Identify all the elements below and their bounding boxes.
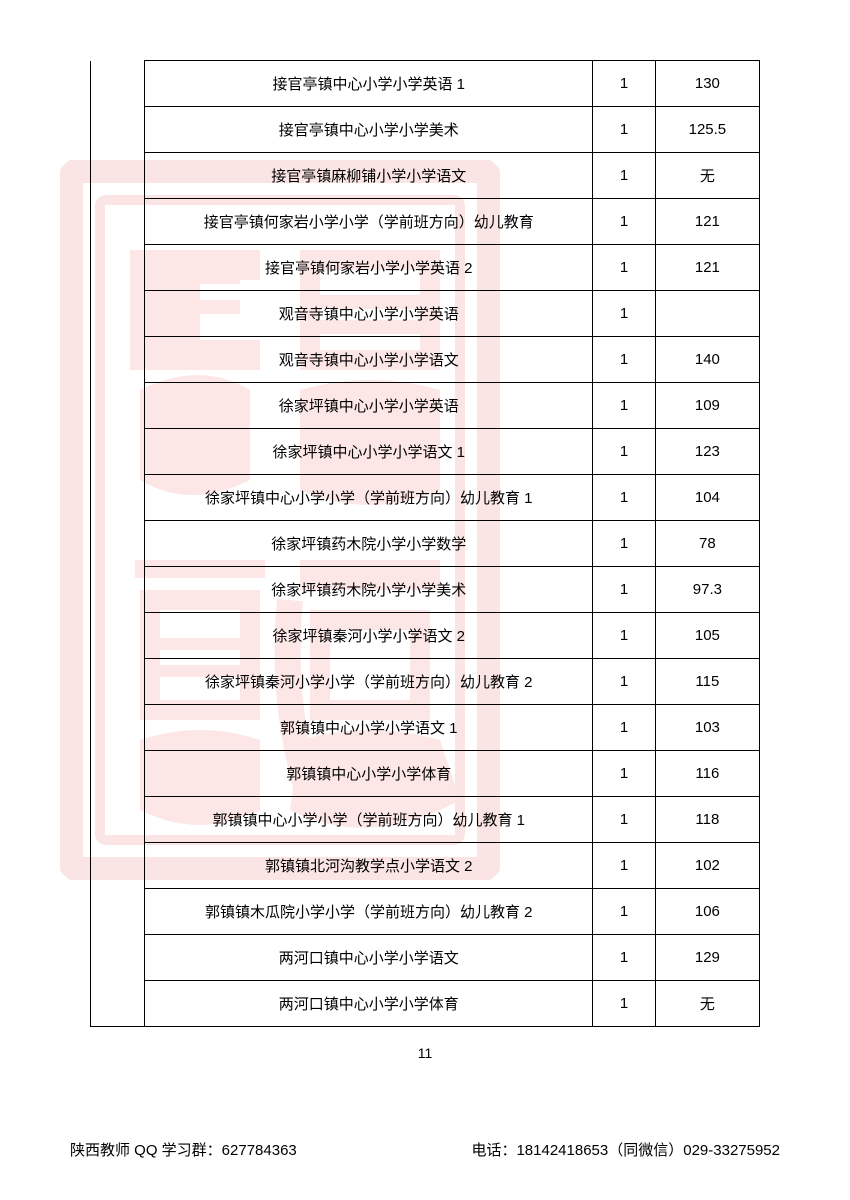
score-cell: 130 [655,61,759,107]
table-row: 徐家坪镇中心小学小学（学前班方向）幼儿教育 11104 [91,475,760,521]
table-row: 郭镇镇中心小学小学（学前班方向）幼儿教育 11118 [91,797,760,843]
page-footer: 陕西教师 QQ 学习群：627784363 电话：18142418653（同微信… [0,1139,850,1160]
position-name: 接官亭镇何家岩小学小学（学前班方向）幼儿教育 [145,199,593,245]
table-row: 两河口镇中心小学小学语文1129 [91,935,760,981]
table-row: 徐家坪镇秦河小学小学语文 21105 [91,613,760,659]
position-name: 接官亭镇麻柳铺小学小学语文 [145,153,593,199]
count-cell: 1 [593,981,656,1027]
table-row: 接官亭镇麻柳铺小学小学语文1无 [91,153,760,199]
count-cell: 1 [593,291,656,337]
table-row: 徐家坪镇中心小学小学英语1109 [91,383,760,429]
score-cell [655,291,759,337]
count-cell: 1 [593,61,656,107]
score-cell: 109 [655,383,759,429]
table-row: 郭镇镇中心小学小学语文 11103 [91,705,760,751]
score-cell: 103 [655,705,759,751]
count-cell: 1 [593,337,656,383]
position-name: 徐家坪镇中心小学小学（学前班方向）幼儿教育 1 [145,475,593,521]
count-cell: 1 [593,797,656,843]
count-cell: 1 [593,521,656,567]
count-cell: 1 [593,889,656,935]
count-cell: 1 [593,935,656,981]
table-row: 接官亭镇何家岩小学小学英语 21121 [91,245,760,291]
table-row: 郭镇镇木瓜院小学小学（学前班方向）幼儿教育 21106 [91,889,760,935]
count-cell: 1 [593,107,656,153]
count-cell: 1 [593,613,656,659]
position-name: 郭镇镇中心小学小学（学前班方向）幼儿教育 1 [145,797,593,843]
position-name: 徐家坪镇药木院小学小学美术 [145,567,593,613]
table-row: 郭镇镇中心小学小学体育1116 [91,751,760,797]
position-name: 观音寺镇中心小学小学英语 [145,291,593,337]
table-row: 徐家坪镇中心小学小学语文 11123 [91,429,760,475]
score-cell: 121 [655,245,759,291]
page-number: 11 [90,1045,760,1061]
score-cell: 115 [655,659,759,705]
position-name: 徐家坪镇中心小学小学英语 [145,383,593,429]
score-cell: 125.5 [655,107,759,153]
data-table: 接官亭镇中心小学小学英语 11130接官亭镇中心小学小学美术1125.5接官亭镇… [90,60,760,1027]
table-row: 两河口镇中心小学小学体育1无 [91,981,760,1027]
merged-index-cell [91,61,145,1027]
score-cell: 无 [655,153,759,199]
table-row: 接官亭镇何家岩小学小学（学前班方向）幼儿教育1121 [91,199,760,245]
position-name: 徐家坪镇药木院小学小学数学 [145,521,593,567]
count-cell: 1 [593,843,656,889]
position-name: 接官亭镇中心小学小学英语 1 [145,61,593,107]
count-cell: 1 [593,245,656,291]
position-name: 徐家坪镇秦河小学小学语文 2 [145,613,593,659]
position-name: 接官亭镇何家岩小学小学英语 2 [145,245,593,291]
score-cell: 116 [655,751,759,797]
score-cell: 123 [655,429,759,475]
count-cell: 1 [593,153,656,199]
position-name: 观音寺镇中心小学小学语文 [145,337,593,383]
position-name: 郭镇镇中心小学小学体育 [145,751,593,797]
footer-left: 陕西教师 QQ 学习群：627784363 [70,1139,297,1160]
position-name: 郭镇镇北河沟教学点小学语文 2 [145,843,593,889]
position-name: 徐家坪镇秦河小学小学（学前班方向）幼儿教育 2 [145,659,593,705]
count-cell: 1 [593,199,656,245]
count-cell: 1 [593,567,656,613]
score-cell: 140 [655,337,759,383]
position-name: 两河口镇中心小学小学语文 [145,935,593,981]
position-name: 郭镇镇中心小学小学语文 1 [145,705,593,751]
count-cell: 1 [593,475,656,521]
count-cell: 1 [593,429,656,475]
score-cell: 78 [655,521,759,567]
position-name: 接官亭镇中心小学小学美术 [145,107,593,153]
table-row: 郭镇镇北河沟教学点小学语文 21102 [91,843,760,889]
score-cell: 无 [655,981,759,1027]
score-cell: 104 [655,475,759,521]
count-cell: 1 [593,659,656,705]
score-cell: 106 [655,889,759,935]
count-cell: 1 [593,383,656,429]
score-cell: 97.3 [655,567,759,613]
table-row: 观音寺镇中心小学小学英语1 [91,291,760,337]
table-row: 接官亭镇中心小学小学美术1125.5 [91,107,760,153]
table-row: 徐家坪镇药木院小学小学数学178 [91,521,760,567]
score-cell: 129 [655,935,759,981]
position-name: 徐家坪镇中心小学小学语文 1 [145,429,593,475]
footer-right: 电话：18142418653（同微信）029-33275952 [471,1139,780,1160]
position-name: 郭镇镇木瓜院小学小学（学前班方向）幼儿教育 2 [145,889,593,935]
table-row: 徐家坪镇秦河小学小学（学前班方向）幼儿教育 21115 [91,659,760,705]
score-cell: 105 [655,613,759,659]
table-row: 徐家坪镇药木院小学小学美术197.3 [91,567,760,613]
score-cell: 121 [655,199,759,245]
position-name: 两河口镇中心小学小学体育 [145,981,593,1027]
table-row: 观音寺镇中心小学小学语文1140 [91,337,760,383]
table-row: 接官亭镇中心小学小学英语 11130 [91,61,760,107]
score-cell: 102 [655,843,759,889]
count-cell: 1 [593,751,656,797]
count-cell: 1 [593,705,656,751]
score-cell: 118 [655,797,759,843]
